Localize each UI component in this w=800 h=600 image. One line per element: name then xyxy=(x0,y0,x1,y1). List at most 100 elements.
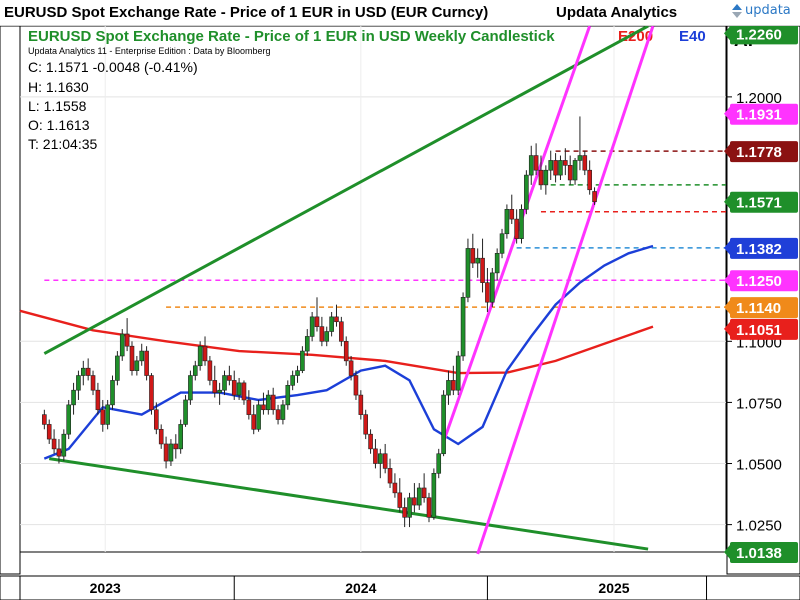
price-badge xyxy=(730,318,798,340)
candle-body xyxy=(509,209,515,220)
candle-body xyxy=(329,316,334,332)
x-tick-label: 2024 xyxy=(345,580,376,596)
candle-body xyxy=(309,316,315,337)
candle-body xyxy=(266,394,271,411)
candle-body xyxy=(134,360,140,371)
candle-body xyxy=(256,404,261,430)
candle-body xyxy=(358,394,364,415)
readout-h: H: 1.1630 xyxy=(28,79,89,95)
trendline-channel-upper xyxy=(43,26,649,355)
updata-logo: updata xyxy=(732,3,791,18)
candle-body xyxy=(295,370,300,376)
candle-body xyxy=(480,257,485,283)
candle-body xyxy=(519,209,524,239)
candle-body xyxy=(514,218,519,239)
candle-body xyxy=(207,360,213,381)
candle-body xyxy=(275,409,281,420)
candle-body xyxy=(144,350,149,376)
price-badge-label: 1.1778 xyxy=(736,144,782,161)
candle-body xyxy=(553,160,558,176)
candle-body xyxy=(95,389,101,411)
price-badge xyxy=(730,297,798,319)
candle-body xyxy=(524,174,529,210)
candle-body xyxy=(319,326,325,342)
candle-body xyxy=(56,448,62,457)
candle-body xyxy=(533,155,539,171)
price-badge-label: 1.0138 xyxy=(736,545,782,562)
candle-body xyxy=(465,248,471,298)
candle-body xyxy=(231,380,237,396)
price-badge-pointer xyxy=(724,106,730,121)
candle-body xyxy=(183,399,188,425)
y-tick-label: 1.0750 xyxy=(736,395,782,412)
readout-c: C: 1.1571 -0.0048 (-0.41%) xyxy=(28,59,198,75)
candle-body xyxy=(270,394,276,411)
candle-body xyxy=(90,375,96,391)
candle-body xyxy=(124,333,130,347)
ma-e40 xyxy=(43,244,654,460)
candle-body xyxy=(236,382,242,396)
chart-title: EURUSD Spot Exchange Rate - Price of 1 E… xyxy=(28,28,555,45)
price-badge xyxy=(730,103,798,125)
candle-body xyxy=(378,453,383,464)
price-badge xyxy=(730,26,798,45)
candle-body xyxy=(85,367,91,376)
candle-body xyxy=(314,316,320,327)
price-badge-label: 1.1140 xyxy=(736,300,781,317)
candle-body xyxy=(129,345,135,371)
price-badge-label: 1.2260 xyxy=(736,26,782,43)
trendline-uptrend-right xyxy=(476,26,655,555)
candle-body xyxy=(548,160,554,171)
legend-e40: E40 xyxy=(679,28,706,45)
candle-body xyxy=(178,424,183,450)
candle-body xyxy=(382,453,388,469)
chart-subtitle: Updata Analytics 11 - Enterprise Edition… xyxy=(28,46,270,56)
left-margin xyxy=(0,26,21,575)
candle-body xyxy=(558,160,563,176)
candle-body xyxy=(217,389,222,393)
price-badge-pointer xyxy=(724,144,730,159)
candle-body xyxy=(100,409,106,425)
title-bar: EURUSD Spot Exchange Rate - Price of 1 E… xyxy=(0,0,800,26)
price-badge-label: 1.1051 xyxy=(736,322,782,339)
y-tick-label: 1.2000 xyxy=(736,90,782,107)
candle-body xyxy=(154,409,159,430)
candle-body xyxy=(538,169,544,186)
candle-body xyxy=(567,165,573,181)
candle-body xyxy=(197,345,203,367)
candle-body xyxy=(280,404,286,420)
candle-body xyxy=(324,331,330,342)
candle-body xyxy=(158,428,164,445)
candle-body xyxy=(363,414,368,435)
candle-body xyxy=(46,424,52,440)
price-badge-pointer xyxy=(724,300,730,315)
candle-body xyxy=(115,355,120,381)
candle-body xyxy=(392,482,398,494)
candle-body xyxy=(105,404,110,425)
candle-body xyxy=(577,155,583,161)
candle-body xyxy=(572,160,578,181)
candle-body xyxy=(202,345,208,362)
price-badge-pointer xyxy=(724,545,730,559)
price-badge-label: 1.1931 xyxy=(736,107,782,124)
price-badge-label: 1.1250 xyxy=(736,273,782,290)
candle-body xyxy=(51,438,57,450)
trendline-channel-lower xyxy=(48,457,649,551)
updata-logo-icon xyxy=(732,3,742,18)
candle-body xyxy=(563,160,568,166)
candle-body xyxy=(290,375,295,386)
price-badge xyxy=(730,141,798,163)
candle-body xyxy=(528,155,534,176)
price-badge-label: 1.1382 xyxy=(736,241,782,258)
price-badge xyxy=(730,542,798,563)
candle-body xyxy=(173,443,179,450)
readout-t: T: 21:04:35 xyxy=(28,136,97,152)
candle-body xyxy=(192,365,198,376)
candle-body xyxy=(212,380,218,393)
candle-body xyxy=(436,453,442,474)
candle-body xyxy=(261,404,266,411)
candle-body xyxy=(387,468,393,484)
candle-body xyxy=(222,375,227,391)
price-badge-pointer xyxy=(724,194,730,209)
candle-body xyxy=(446,380,451,396)
